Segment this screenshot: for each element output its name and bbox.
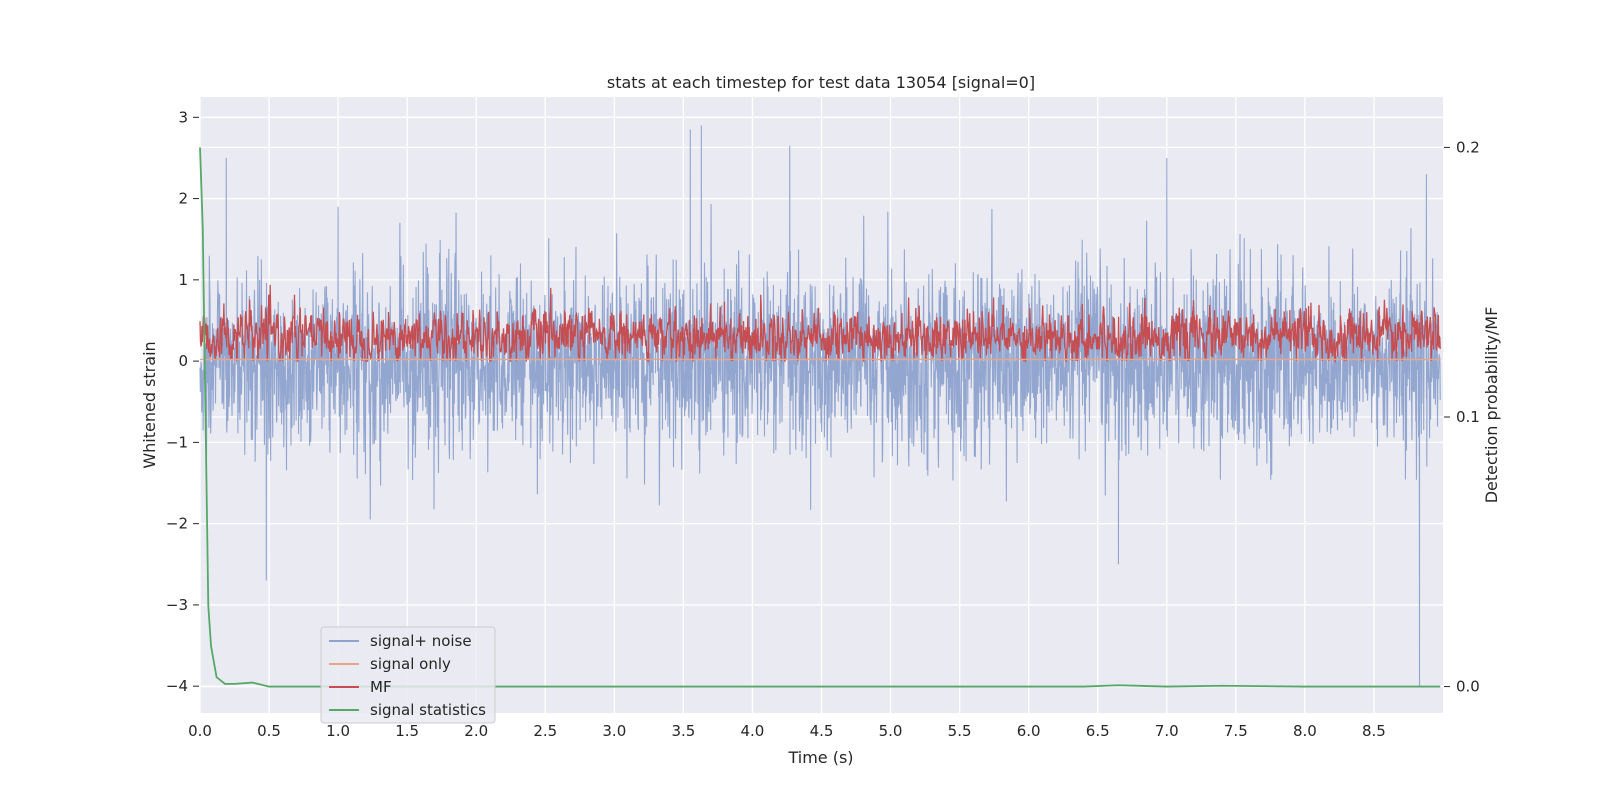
y-tick-label: −2: [166, 515, 188, 533]
x-tick-label: 7.0: [1155, 722, 1179, 740]
y-tick-label: 3: [178, 108, 188, 126]
y-tick-label: −4: [166, 677, 188, 695]
y-tick-label: −3: [166, 596, 188, 614]
x-tick-label: 2.0: [464, 722, 488, 740]
x-tick-label: 0.5: [257, 722, 281, 740]
y2-axis-label: Detection probability/MF: [1482, 307, 1501, 504]
y-tick-label: 1: [178, 271, 188, 289]
y-tick-label: −1: [166, 433, 188, 451]
series-mf: [199, 284, 1441, 363]
x-tick-label: 2.5: [533, 722, 557, 740]
y2-axis-ticks: 0.2 0.1 0.0: [1444, 138, 1480, 696]
series-signal-noise: [199, 125, 1441, 687]
chart-title: stats at each timestep for test data 130…: [607, 73, 1035, 92]
signal-noise-line: [199, 125, 1441, 687]
y2-tick-label: 0.1: [1456, 408, 1480, 426]
y-axis-label: Whitened strain: [140, 341, 159, 468]
x-tick-label: 6.0: [1017, 722, 1041, 740]
legend-label-signal-only: signal only: [370, 655, 451, 673]
y-tick-label: 2: [178, 190, 188, 208]
x-tick-label: 6.5: [1086, 722, 1110, 740]
legend-label-mf: MF: [370, 678, 392, 696]
y-tick-label: 0: [178, 352, 188, 370]
x-tick-label: 8.5: [1362, 722, 1386, 740]
legend-label-signal-noise: signal+ noise: [370, 632, 472, 650]
x-tick-label: 4.0: [741, 722, 765, 740]
x-tick-label: 3.5: [671, 722, 695, 740]
x-tick-label: 5.5: [948, 722, 972, 740]
legend: signal+ noise signal only MF signal stat…: [320, 626, 496, 724]
x-tick-label: 1.0: [326, 722, 350, 740]
x-tick-label: 4.5: [810, 722, 834, 740]
x-axis-ticks: 0.0 0.5 1.0 1.5 2.0 2.5 3.0 3.5 4.0 4.5 5.0 5.5 6.0 6…: [188, 722, 1386, 740]
legend-box: [320, 626, 496, 724]
x-tick-label: 8.0: [1293, 722, 1317, 740]
x-axis-label: Time (s): [787, 748, 853, 767]
y2-tick-label: 0.2: [1456, 138, 1480, 156]
mf-line: [199, 284, 1441, 363]
y-axis-ticks: 3 2 1 0 −1 −2 −3 −4: [166, 108, 199, 695]
x-tick-label: 7.5: [1224, 722, 1248, 740]
x-tick-label: 1.5: [395, 722, 419, 740]
x-tick-label: 5.0: [879, 722, 903, 740]
x-tick-label: 3.0: [602, 722, 626, 740]
x-tick-label: 0.0: [188, 722, 212, 740]
y2-tick-label: 0.0: [1456, 678, 1480, 696]
legend-label-signal-statistics: signal statistics: [370, 701, 486, 719]
